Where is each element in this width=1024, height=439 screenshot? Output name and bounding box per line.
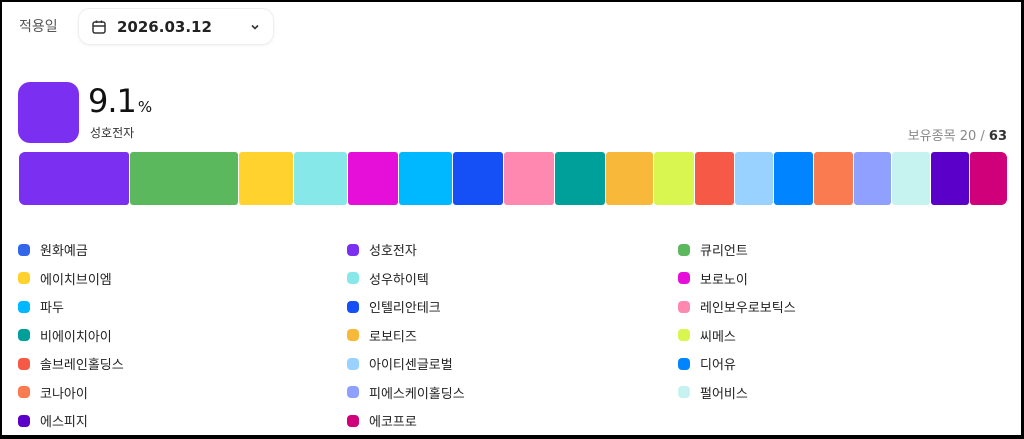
legend-item[interactable]: 씨메스 (678, 326, 1008, 345)
bar-segment-16[interactable] (853, 152, 892, 205)
bar-segment-11[interactable] (653, 152, 694, 205)
percent-value: 9.1 (88, 82, 137, 120)
holdings-shown: 20 (959, 129, 977, 144)
legend-item[interactable]: 큐리언트 (678, 240, 1008, 259)
legend-color-dot (347, 300, 359, 313)
date-picker[interactable]: 2026.03.12 (78, 8, 274, 45)
selected-percent: 9.1% (88, 82, 152, 120)
bar-segment-6[interactable] (399, 152, 452, 205)
calendar-icon (92, 20, 106, 34)
legend-item[interactable]: 성우하이텍 (347, 269, 678, 288)
legend-label: 성호전자 (369, 244, 417, 259)
bar-segment-9[interactable] (555, 152, 605, 205)
legend-item[interactable]: 원화예금 (18, 240, 347, 259)
legend-color-dot (678, 243, 690, 256)
bar-segment-19[interactable] (969, 152, 1007, 205)
legend-label: 레인보우로보틱스 (700, 301, 796, 316)
legend-item[interactable]: 파두 (18, 297, 347, 316)
legend-label: 비에이치아이 (40, 329, 112, 345)
legend-label: 성우하이텍 (369, 272, 429, 288)
bar-segment-10[interactable] (605, 152, 653, 205)
legend-label: 피에스케이홀딩스 (369, 386, 465, 402)
legend-item[interactable]: 에스피지 (18, 411, 347, 430)
legend-label: 큐리언트 (700, 244, 748, 259)
legend-color-dot (18, 386, 30, 398)
legend-item[interactable]: 코나아이 (18, 383, 347, 402)
legend-item[interactable]: 디어유 (678, 354, 1008, 373)
legend-label: 에이치브이엠 (40, 272, 112, 288)
legend-color-dot (678, 329, 690, 341)
legend-item[interactable]: 레인보우로보틱스 (678, 297, 1008, 316)
legend-label: 원화예금 (40, 244, 88, 259)
legend-color-dot (347, 329, 359, 341)
legend-color-dot (18, 357, 30, 370)
legend-label: 인텔리안테크 (369, 301, 441, 316)
legend-label: 아이티센글로벌 (369, 358, 453, 373)
bar-segment-4[interactable] (294, 152, 347, 205)
percent-unit: % (137, 98, 153, 116)
legend-color-dot (347, 357, 359, 370)
legend-label: 보로노이 (700, 272, 748, 288)
legend-color-dot (18, 300, 30, 313)
legend-label: 솔브레인홀딩스 (40, 358, 124, 373)
legend-color-dot (347, 414, 359, 427)
legend-color-dot (347, 243, 359, 256)
legend-label: 에코프로 (369, 415, 417, 430)
legend-color-dot (678, 300, 690, 313)
legend-label: 펄어비스 (700, 386, 748, 402)
legend-item[interactable]: 솔브레인홀딩스 (18, 354, 347, 373)
legend-item[interactable]: 성호전자 (347, 240, 678, 259)
legend-color-dot (18, 243, 30, 256)
bar-segment-8[interactable] (504, 152, 555, 205)
holdings-separator: / (976, 129, 989, 144)
holdings-total: 63 (988, 129, 1007, 144)
legend-item[interactable]: 보로노이 (678, 269, 1008, 288)
legend-item[interactable]: 피에스케이홀딩스 (347, 383, 678, 402)
date-value: 2026.03.12 (117, 17, 212, 36)
bar-segment-14[interactable] (774, 152, 814, 205)
holdings-label: 보유종목 (907, 129, 956, 144)
bar-segment-2[interactable] (130, 152, 238, 205)
legend-color-dot (18, 272, 30, 284)
bar-segment-12[interactable] (694, 152, 734, 205)
legend-item[interactable]: 비에이치아이 (18, 326, 347, 345)
legend-label: 씨메스 (700, 329, 736, 345)
legend-item[interactable]: 에코프로 (347, 411, 678, 430)
bar-segment-13[interactable] (734, 152, 774, 205)
bar-segment-5[interactable] (347, 152, 399, 205)
bar-segment-7[interactable] (452, 152, 504, 205)
legend-color-dot (18, 414, 30, 427)
legend-label: 파두 (40, 301, 64, 316)
legend-item[interactable]: 로보티즈 (347, 326, 678, 345)
legend-color-dot (347, 272, 359, 284)
legend-item[interactable]: 아이티센글로벌 (347, 354, 678, 373)
legend-color-dot (678, 357, 690, 370)
legend-label: 로보티즈 (369, 329, 417, 345)
selected-name: 성호전자 (90, 126, 135, 140)
legend-item[interactable]: 펄어비스 (678, 383, 1008, 402)
legend-item[interactable]: 에이치브이엠 (18, 269, 347, 288)
legend-color-dot (18, 329, 30, 341)
bar-segment-1[interactable] (19, 152, 130, 205)
chevron-down-icon (251, 24, 259, 30)
bar-segment-18[interactable] (930, 152, 969, 205)
legend-item[interactable]: 인텔리안테크 (347, 297, 678, 316)
date-label: 적용일 (19, 19, 58, 35)
allocation-bar (19, 152, 1007, 205)
legend-color-dot (678, 386, 690, 398)
bar-segment-15[interactable] (814, 152, 853, 205)
legend-color-dot (347, 386, 359, 398)
legend-color-dot (678, 272, 690, 284)
bar-segment-3[interactable] (238, 152, 294, 205)
holdings-count: 보유종목 20 / 63 (908, 125, 1007, 144)
selected-color-swatch (18, 82, 79, 143)
bar-segment-17[interactable] (892, 152, 930, 205)
legend-label: 에스피지 (40, 415, 88, 430)
legend-label: 디어유 (700, 358, 736, 373)
legend-label: 코나아이 (40, 386, 88, 402)
